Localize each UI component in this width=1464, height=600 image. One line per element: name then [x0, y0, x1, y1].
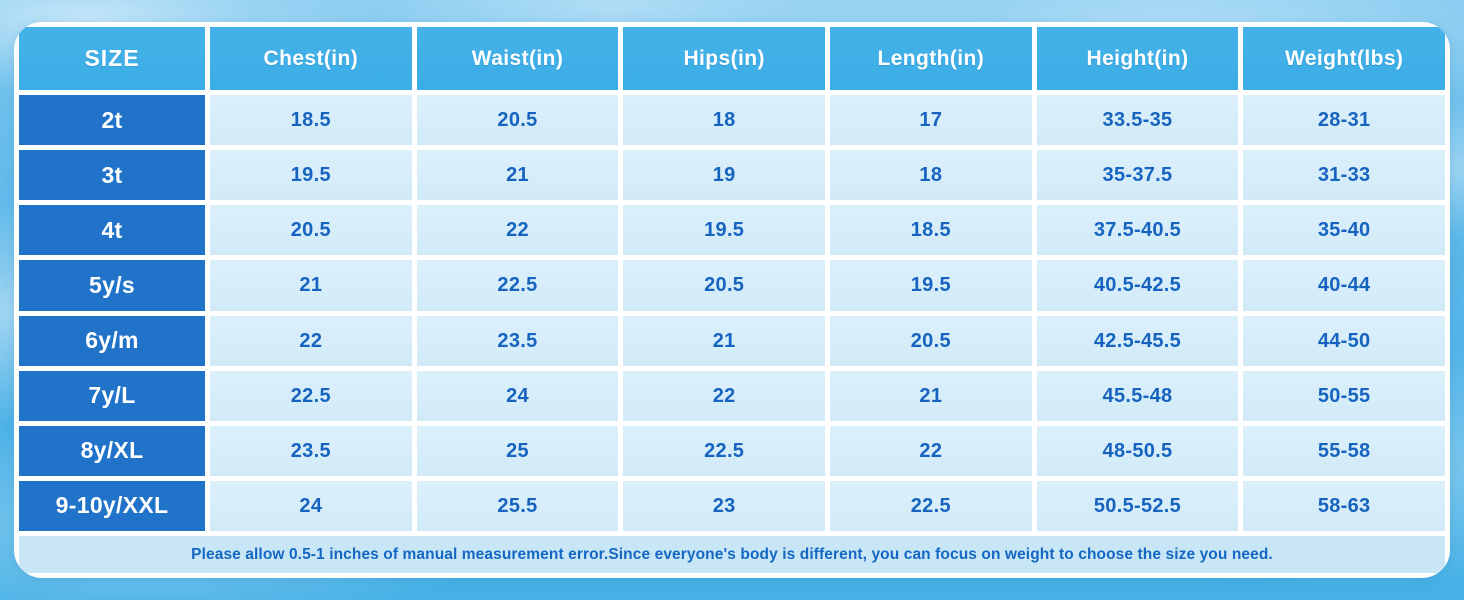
- data-cell: 31-33: [1243, 150, 1445, 201]
- measurement-note: Please allow 0.5-1 inches of manual meas…: [19, 536, 1445, 573]
- size-cell-8y/XL: 8y/XL: [19, 425, 205, 476]
- data-cell: 18.5: [210, 95, 412, 146]
- data-cell: 33.5-35: [1036, 95, 1239, 146]
- data-cell: 28-31: [1243, 95, 1445, 146]
- data-cell: 19.5: [830, 260, 1032, 311]
- data-cell: 23.5: [210, 425, 412, 476]
- data-cell: 25: [416, 425, 619, 476]
- data-cell: 21: [416, 150, 619, 201]
- data-cell: 50-55: [1243, 370, 1445, 421]
- data-cell: 22: [416, 205, 619, 256]
- data-cell: 22.5: [623, 425, 825, 476]
- data-cell: 18: [623, 95, 825, 146]
- size-cell-2t: 2t: [19, 95, 205, 146]
- data-cell: 20.5: [210, 205, 412, 256]
- data-cell: 19.5: [210, 150, 412, 201]
- data-cell: 35-37.5: [1036, 150, 1239, 201]
- header-cell-height: Height(in): [1036, 27, 1239, 90]
- header-cell-waist: Waist(in): [416, 27, 619, 90]
- data-cell: 18.5: [830, 205, 1032, 256]
- size-cell-5y/s: 5y/s: [19, 260, 205, 311]
- data-cell: 21: [830, 370, 1032, 421]
- data-cell: 23: [623, 480, 825, 531]
- data-cell: 40-44: [1243, 260, 1445, 311]
- data-cell: 17: [830, 95, 1032, 146]
- data-cell: 22.5: [210, 370, 412, 421]
- header-cell-length: Length(in): [830, 27, 1032, 90]
- size-chart-table: SIZE Chest(in) Waist(in) Hips(in) Length…: [14, 22, 1450, 578]
- data-cell: 42.5-45.5: [1036, 315, 1239, 366]
- data-cell: 55-58: [1243, 425, 1445, 476]
- data-cell: 22: [210, 315, 412, 366]
- data-cell: 22.5: [830, 480, 1032, 531]
- data-cell: 23.5: [416, 315, 619, 366]
- data-cell: 22.5: [416, 260, 619, 311]
- size-cell-9-10y/XXL: 9-10y/XXL: [19, 480, 205, 531]
- data-cell: 19.5: [623, 205, 825, 256]
- data-cell: 21: [623, 315, 825, 366]
- data-cell: 50.5-52.5: [1036, 480, 1239, 531]
- data-cell: 25.5: [416, 480, 619, 531]
- size-cell-6y/m: 6y/m: [19, 315, 205, 366]
- data-cell: 19: [623, 150, 825, 201]
- data-cell: 44-50: [1243, 315, 1445, 366]
- data-cell: 21: [210, 260, 412, 311]
- data-cell: 37.5-40.5: [1036, 205, 1239, 256]
- data-cell: 45.5-48: [1036, 370, 1239, 421]
- size-cell-3t: 3t: [19, 150, 205, 201]
- data-cell: 22: [623, 370, 825, 421]
- data-cell: 22: [830, 425, 1032, 476]
- header-cell-chest: Chest(in): [210, 27, 412, 90]
- data-cell: 20.5: [623, 260, 825, 311]
- header-cell-size: SIZE: [19, 27, 205, 90]
- header-cell-weight: Weight(lbs): [1243, 27, 1445, 90]
- data-cell: 20.5: [416, 95, 619, 146]
- data-cell: 58-63: [1243, 480, 1445, 531]
- header-cell-hips: Hips(in): [623, 27, 825, 90]
- data-cell: 24: [210, 480, 412, 531]
- data-cell: 20.5: [830, 315, 1032, 366]
- data-cell: 24: [416, 370, 619, 421]
- data-cell: 35-40: [1243, 205, 1445, 256]
- data-cell: 40.5-42.5: [1036, 260, 1239, 311]
- data-cell: 48-50.5: [1036, 425, 1239, 476]
- data-cell: 18: [830, 150, 1032, 201]
- size-cell-4t: 4t: [19, 205, 205, 256]
- size-cell-7y/L: 7y/L: [19, 370, 205, 421]
